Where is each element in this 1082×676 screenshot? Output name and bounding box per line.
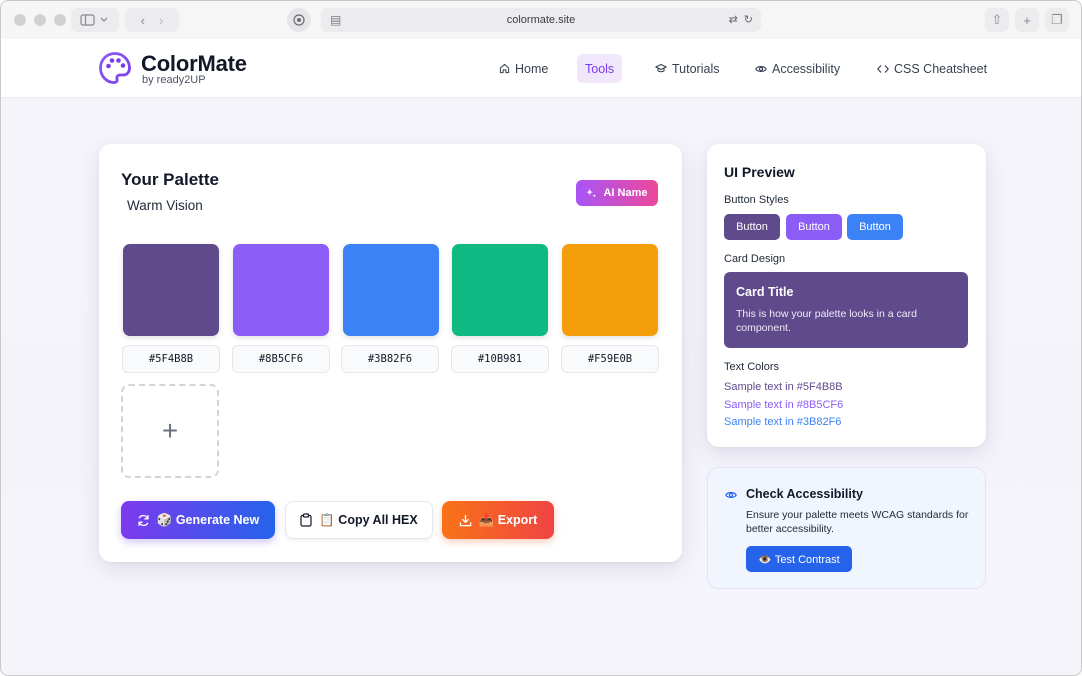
- text-color-sample: Sample text in #5F4B8B: [724, 381, 843, 393]
- home-icon: [499, 63, 510, 74]
- color-swatch[interactable]: [562, 244, 658, 336]
- clipboard-icon: [300, 513, 312, 527]
- brand-name[interactable]: ColorMate: [141, 51, 247, 76]
- palette-logo-icon[interactable]: [98, 51, 132, 85]
- color-swatch[interactable]: [452, 244, 548, 336]
- close-window-button[interactable]: [14, 14, 26, 26]
- window-controls: [14, 14, 66, 26]
- copy-all-hex-button[interactable]: 📋 Copy All HEX: [285, 501, 433, 539]
- sidebar-icon: [80, 14, 108, 26]
- toolbar-actions: ⇧ + ❐: [985, 8, 1069, 32]
- text-color-sample: Sample text in #3B82F6: [724, 416, 842, 428]
- sparkles-icon: [586, 188, 597, 198]
- nav-home[interactable]: Home: [491, 54, 556, 83]
- sidebar-toggle-button[interactable]: [71, 8, 119, 32]
- palette-title: Your Palette: [121, 170, 219, 189]
- copy-all-hex-label: 📋 Copy All HEX: [319, 512, 418, 527]
- shield-icon: [293, 14, 305, 26]
- graduation-cap-icon: [655, 63, 667, 73]
- nav-tutorials[interactable]: Tutorials: [647, 54, 727, 83]
- palette-name[interactable]: Warm Vision: [127, 198, 203, 213]
- color-swatch[interactable]: [123, 244, 219, 336]
- site-header: ColorMate by ready2UP Home Tools Tutoria…: [1, 39, 1081, 98]
- address-bar[interactable]: ▤ colormate.site ⇄ ↻: [321, 8, 761, 32]
- hex-code-chip[interactable]: #8B5CF6: [232, 345, 330, 373]
- hex-code-chip[interactable]: #5F4B8B: [122, 345, 220, 373]
- translate-icon[interactable]: ⇄: [728, 14, 738, 26]
- text-color-sample: Sample text in #8B5CF6: [724, 399, 844, 411]
- back-arrow-icon[interactable]: ‹: [140, 12, 145, 28]
- tab-overview-icon[interactable]: ❐: [1045, 8, 1069, 32]
- export-button[interactable]: 📤 Export: [442, 501, 554, 539]
- nav-css-cheatsheet-label: CSS Cheatsheet: [894, 61, 988, 76]
- plus-icon: +: [161, 415, 179, 446]
- hex-code-chip[interactable]: #3B82F6: [341, 345, 439, 373]
- brand-tagline: by ready2UP: [142, 74, 206, 86]
- nav-accessibility[interactable]: Accessibility: [747, 54, 848, 83]
- ui-preview-title: UI Preview: [724, 164, 795, 180]
- new-tab-icon[interactable]: +: [1015, 8, 1039, 32]
- preview-card: Card Title This is how your palette look…: [724, 272, 968, 348]
- ai-name-label: AI Name: [603, 187, 648, 199]
- test-contrast-label: 👁️ Test Contrast: [758, 553, 840, 566]
- preview-button[interactable]: Button: [724, 214, 780, 240]
- forward-arrow-icon[interactable]: ›: [159, 12, 164, 28]
- eye-icon: [725, 492, 737, 498]
- preview-card-title: Card Title: [736, 285, 794, 299]
- accessibility-description: Ensure your palette meets WCAG standards…: [746, 509, 969, 535]
- page-settings-icon[interactable]: ▤: [330, 13, 342, 27]
- reload-icon[interactable]: ↻: [743, 14, 753, 26]
- add-color-button[interactable]: +: [121, 384, 219, 478]
- nav-accessibility-label: Accessibility: [772, 61, 841, 76]
- ui-preview-card: UI Preview Button Styles Button Button B…: [707, 144, 986, 447]
- privacy-shield-button[interactable]: [287, 8, 311, 32]
- nav-css-cheatsheet[interactable]: CSS Cheatsheet: [869, 54, 995, 83]
- refresh-icon: [138, 514, 149, 526]
- hex-code-chip[interactable]: #F59E0B: [561, 345, 659, 373]
- text-colors-label: Text Colors: [724, 361, 780, 373]
- browser-toolbar: ‹ › ▤ colormate.site ⇄ ↻ ⇧ + ❐: [1, 1, 1081, 39]
- share-icon[interactable]: ⇧: [985, 8, 1009, 32]
- nav-tools[interactable]: Tools: [577, 54, 623, 83]
- eye-icon: [755, 65, 767, 72]
- export-label: 📤 Export: [478, 512, 538, 527]
- ai-name-button[interactable]: AI Name: [576, 180, 658, 206]
- address-bar-actions: ⇄ ↻: [729, 13, 753, 26]
- accessibility-title: Check Accessibility: [746, 487, 863, 501]
- generate-new-label: 🎲 Generate New: [156, 512, 260, 527]
- preview-card-body: This is how your palette looks in a card…: [736, 308, 917, 334]
- nav-tools-label: Tools: [585, 61, 615, 76]
- download-icon: [459, 514, 471, 526]
- hex-code-chip[interactable]: #10B981: [451, 345, 549, 373]
- palette-card: Your Palette Warm Vision AI Name #5F4B8B…: [99, 144, 682, 562]
- card-design-label: Card Design: [724, 253, 786, 265]
- url-text: colormate.site: [506, 14, 576, 26]
- button-styles-label: Button Styles: [724, 194, 789, 206]
- nav-tutorials-label: Tutorials: [672, 61, 720, 76]
- history-navigation: ‹ ›: [125, 8, 179, 32]
- zoom-window-button[interactable]: [54, 14, 66, 26]
- generate-new-button[interactable]: 🎲 Generate New: [121, 501, 275, 539]
- test-contrast-button[interactable]: 👁️ Test Contrast: [746, 546, 852, 572]
- minimize-window-button[interactable]: [34, 14, 46, 26]
- preview-button[interactable]: Button: [786, 214, 842, 240]
- code-icon: [877, 64, 889, 73]
- nav-home-label: Home: [515, 61, 549, 76]
- color-swatch[interactable]: [233, 244, 329, 336]
- preview-button[interactable]: Button: [847, 214, 903, 240]
- accessibility-card: Check Accessibility Ensure your palette …: [707, 467, 986, 589]
- color-swatch[interactable]: [343, 244, 439, 336]
